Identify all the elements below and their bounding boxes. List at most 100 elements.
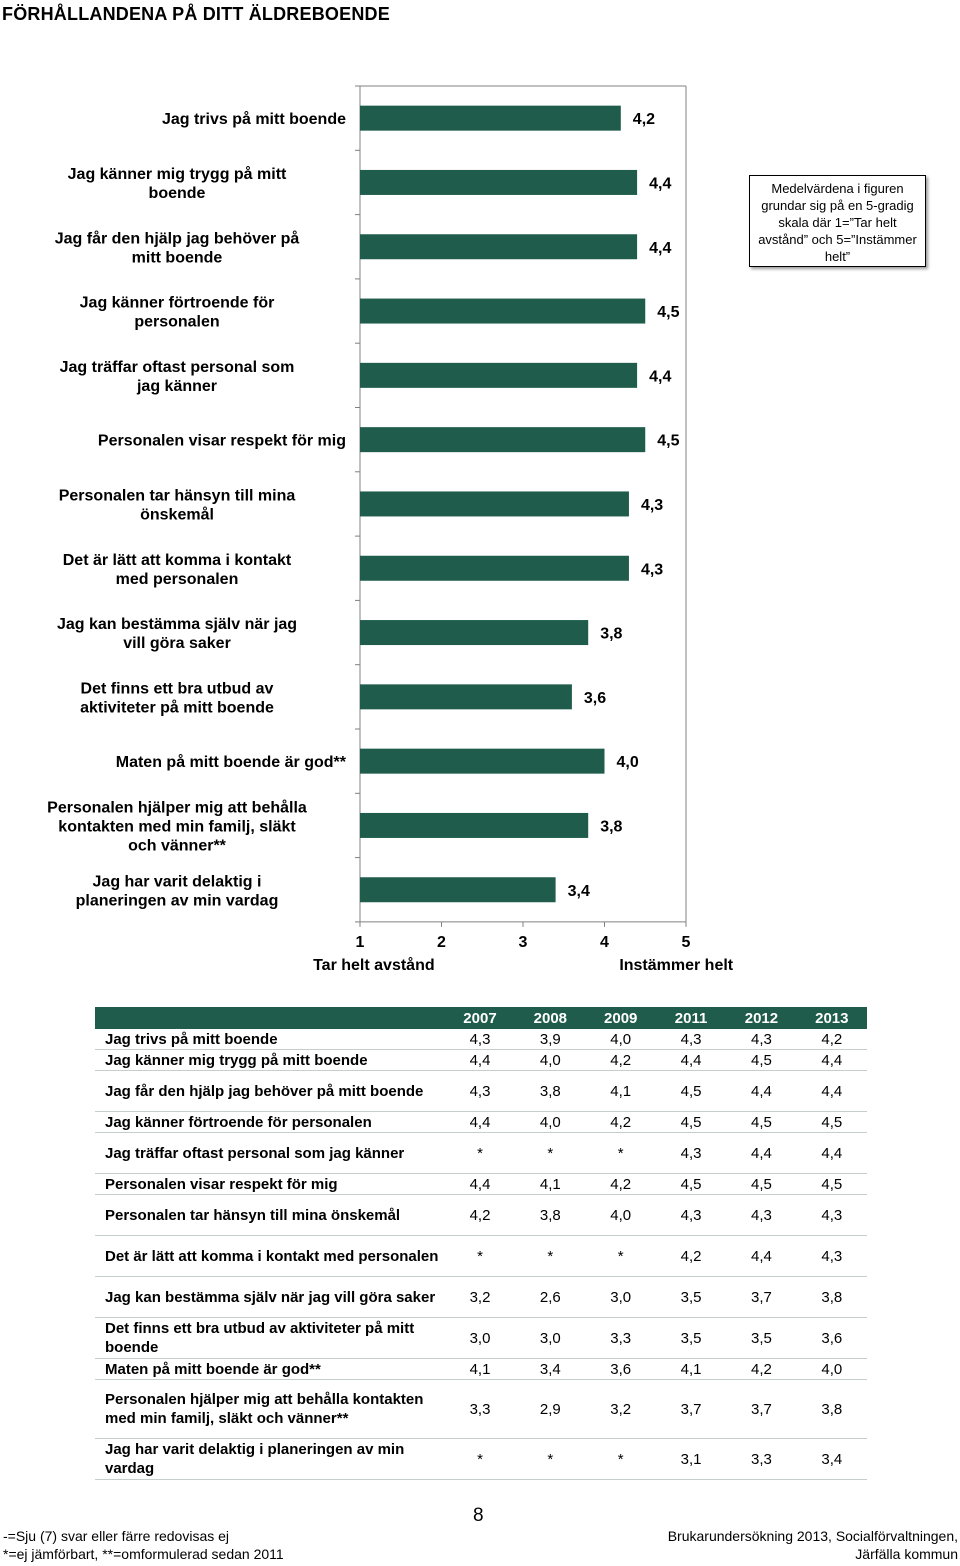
table-cell: 4,0: [796, 1358, 867, 1380]
category-label: Jag kan bestämma själv när jag vill göra …: [57, 616, 297, 652]
footnote-left: -=Sju (7) svar eller färre redovisas ej …: [3, 1527, 284, 1563]
footnote-line: Brukarundersökning 2013, Socialförvaltni…: [667, 1528, 958, 1544]
table-cell: 4,4: [796, 1049, 867, 1071]
bar-value-label: 4,5: [657, 304, 679, 321]
bar-value-label: 4,4: [649, 368, 671, 385]
footnote-line: Järfälla kommun: [855, 1546, 958, 1562]
x-tick-label: 1: [356, 934, 365, 951]
table-cell: 4,2: [655, 1235, 727, 1277]
table-cell: 4,5: [726, 1111, 797, 1133]
table-cell: 3,4: [796, 1438, 867, 1480]
table-cell: *: [515, 1235, 586, 1277]
bar-value-label: 4,4: [649, 240, 671, 257]
table-cell: 4,4: [796, 1070, 867, 1112]
table-cell: *: [515, 1438, 586, 1480]
table-row-label: Jag träffar oftast personal som jag känn…: [95, 1132, 445, 1174]
table-cell: 4,3: [655, 1029, 727, 1050]
table-cell: 4,2: [585, 1173, 656, 1195]
table-cell: 3,5: [655, 1317, 727, 1359]
table-cell: 4,5: [655, 1070, 727, 1112]
table-cell: 3,3: [444, 1379, 516, 1439]
x-axis-high-label: Instämmer helt: [619, 957, 733, 974]
table-cell: *: [585, 1438, 656, 1480]
scale-note: Medelvärdena i figuren grundar sig på en…: [749, 175, 926, 267]
table-cell: 4,2: [585, 1049, 656, 1071]
table-cell: 4,0: [515, 1111, 586, 1133]
table-header-blank: [95, 1007, 445, 1029]
table-cell: 3,5: [726, 1317, 797, 1359]
table-row: Maten på mitt boende är god** 4,1 3,4 3,6 4,…: [95, 1358, 867, 1380]
category-label: Maten på mitt boende är god**: [116, 753, 347, 771]
table-cell: 4,0: [585, 1194, 656, 1236]
table-cell: 4,5: [796, 1111, 867, 1133]
table-cell: *: [444, 1132, 516, 1174]
x-tick-label: 3: [519, 934, 528, 951]
table-cell: *: [515, 1132, 586, 1174]
table-cell: 3,6: [796, 1317, 867, 1359]
table-cell: 4,3: [796, 1194, 867, 1236]
table-cell: 4,0: [515, 1049, 586, 1071]
table-cell: 4,2: [726, 1358, 797, 1380]
bar-value-label: 3,8: [600, 818, 622, 835]
table-header-year: 2011: [655, 1007, 727, 1029]
table-cell: 3,7: [655, 1379, 727, 1439]
table-row-label: Jag känner mig trygg på mitt boende: [95, 1049, 445, 1071]
table-row-label: Jag får den hjälp jag behöver på mitt bo…: [95, 1070, 445, 1112]
table-row: Jag trivs på mitt boende 4,3 3,9 4,0 4,3 4,3 4…: [95, 1029, 867, 1050]
bar-value-label: 3,4: [568, 883, 590, 900]
bar: [360, 491, 629, 517]
category-label: Det finns ett bra utbud av aktiviteter på…: [80, 680, 274, 716]
x-axis-low-label: Tar helt avstånd: [313, 956, 435, 974]
footnote-line: -=Sju (7) svar eller färre redovisas ej: [3, 1528, 230, 1544]
footnote-right: Brukarundersökning 2013, Socialförvaltni…: [668, 1527, 958, 1563]
bar-value-label: 4,0: [617, 754, 639, 771]
table-cell: 3,2: [444, 1276, 516, 1318]
table-row: Det finns ett bra utbud av aktiviteter p…: [95, 1317, 867, 1359]
table-cell: 4,3: [726, 1194, 797, 1236]
page-title: FÖRHÅLLANDENA PÅ DITT ÄLDREBOENDE: [2, 4, 390, 24]
category-label: Jag träffar oftast personal som jag känne…: [60, 359, 295, 395]
bar: [360, 684, 572, 710]
table-cell: 3,5: [655, 1276, 727, 1318]
bar-chart: 4,2 Jag trivs på mitt boende 4,4 Jag känner…: [47, 85, 734, 974]
table-cell: 4,4: [444, 1111, 516, 1133]
table-cell: 3,3: [726, 1438, 797, 1480]
table-cell: 4,3: [655, 1132, 727, 1174]
table-cell: 4,2: [796, 1029, 867, 1050]
table-cell: *: [585, 1235, 656, 1277]
table-cell: 4,3: [444, 1029, 516, 1050]
bar: [360, 555, 629, 581]
table-cell: 3,6: [585, 1358, 656, 1380]
table-cell: 4,5: [726, 1173, 797, 1195]
bar: [360, 298, 646, 324]
x-tick-label: 4: [600, 934, 609, 951]
table-cell: 4,4: [726, 1235, 797, 1277]
page-number: 8: [473, 1505, 484, 1526]
table-cell: *: [444, 1235, 516, 1277]
table-header-year: 2008: [515, 1007, 586, 1029]
table-cell: 4,0: [585, 1029, 656, 1050]
table-cell: 4,3: [444, 1070, 516, 1112]
table-row: Jag känner förtroende för personalen 4,4 4…: [95, 1111, 867, 1133]
table-cell: 3,8: [515, 1194, 586, 1236]
table-cell: 4,2: [585, 1111, 656, 1133]
bar: [360, 812, 589, 838]
table-row-label: Personalen visar respekt för mig: [95, 1173, 445, 1195]
table-cell: 4,4: [655, 1049, 727, 1071]
table-cell: 3,3: [585, 1317, 656, 1359]
table-row-label: Det finns ett bra utbud av aktiviteter p…: [95, 1317, 445, 1359]
bar: [360, 748, 605, 774]
bar: [360, 234, 638, 260]
x-tick-label: 5: [682, 934, 691, 951]
table-cell: 3,2: [585, 1379, 656, 1439]
table-header-year: 2013: [796, 1007, 867, 1029]
category-label: Personalen visar respekt för mig: [98, 433, 346, 450]
table-header-year: 2007: [444, 1007, 516, 1029]
table-cell: 3,8: [796, 1379, 867, 1439]
category-label: Personalen hjälper mig att behålla kontak…: [47, 798, 307, 854]
table-cell: 3,8: [515, 1070, 586, 1112]
category-label: Jag trivs på mitt boende: [162, 110, 346, 128]
history-table: 2007 2008 2009 2011 2012 2013 Jag trivs …: [95, 1007, 867, 1480]
table-header-year: 2012: [726, 1007, 797, 1029]
table-cell: 4,3: [726, 1029, 797, 1050]
